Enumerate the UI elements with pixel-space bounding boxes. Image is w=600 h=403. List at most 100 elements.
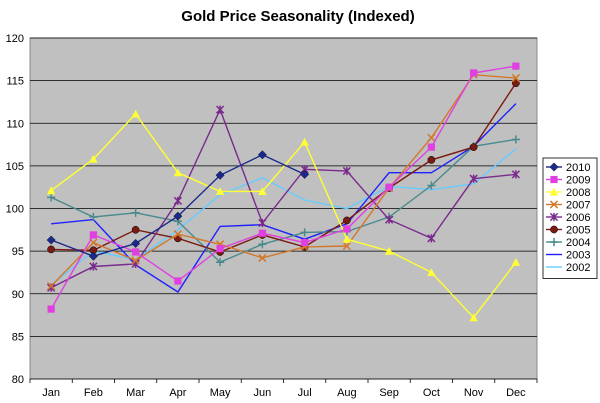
- y-tick-label: 90: [12, 289, 24, 301]
- x-tick-label: Mar: [126, 387, 145, 399]
- data-point-2008: [342, 234, 352, 243]
- data-point-2006: [511, 170, 521, 179]
- data-point-2009: [427, 143, 435, 151]
- data-point-2009: [174, 277, 182, 285]
- data-point-2009: [385, 183, 393, 191]
- legend-label: 2002: [566, 262, 590, 274]
- data-point-2006: [215, 105, 225, 114]
- data-point-2008: [46, 186, 56, 195]
- y-tick-label: 100: [6, 204, 24, 216]
- data-point-2009: [89, 231, 97, 239]
- data-point-2004: [131, 208, 140, 217]
- legend-marker: [549, 200, 559, 209]
- x-tick-label: May: [210, 387, 231, 399]
- x-tick-label: Dec: [506, 387, 526, 399]
- legend-label: 2004: [566, 237, 590, 249]
- data-point-2007: [46, 281, 56, 291]
- series-line-2009: [50, 65, 517, 310]
- legend-marker: [549, 237, 559, 247]
- legend-entry-2010: 2010: [546, 162, 590, 174]
- legend-entry-2009: 2009: [546, 175, 590, 187]
- legend-entry-2005: 2005: [546, 225, 590, 237]
- legend-label: 2007: [566, 200, 590, 212]
- series-2006: [46, 105, 521, 292]
- data-point-2010: [46, 235, 56, 245]
- data-point-2008: [300, 137, 309, 146]
- legend-marker: [550, 175, 558, 184]
- x-tick-label: Jul: [298, 387, 312, 399]
- data-point-2005: [512, 79, 520, 88]
- data-point-2006: [173, 196, 183, 205]
- data-point-2008: [469, 313, 478, 322]
- data-point-2004: [47, 193, 56, 202]
- y-tick-label: 115: [6, 76, 24, 88]
- data-point-2005: [427, 156, 436, 164]
- data-point-2006: [258, 218, 267, 228]
- data-point-2010: [88, 251, 98, 261]
- data-point-2009: [47, 305, 55, 313]
- series-line-2007: [50, 73, 516, 287]
- y-tick-label: 85: [12, 331, 24, 343]
- data-point-2005: [343, 216, 351, 225]
- legend-entry-2003: 2003: [546, 250, 590, 262]
- data-point-2008: [511, 258, 521, 266]
- x-tick-label: Jun: [254, 387, 272, 399]
- data-point-2007: [173, 229, 183, 239]
- data-point-2004: [258, 240, 267, 249]
- data-point-2004: [216, 258, 225, 267]
- series-2010: [46, 150, 310, 261]
- data-point-2007: [427, 133, 436, 142]
- x-tick-label: Jan: [42, 387, 60, 399]
- plot-area: 80 85 90 95 100 105 110 115 120 Jan Feb Mar Apr May Ju…: [6, 33, 538, 399]
- chart-title: Gold Price Seasonality (Indexed): [181, 8, 414, 25]
- legend-marker: [549, 187, 559, 196]
- x-tick-label: Feb: [84, 387, 103, 399]
- data-point-2006: [89, 262, 98, 271]
- data-point-2007: [511, 73, 521, 83]
- data-point-2008: [427, 268, 436, 277]
- legend-label: 2006: [566, 212, 590, 224]
- data-point-2009: [512, 62, 520, 70]
- data-point-2004: [89, 212, 98, 222]
- data-point-2009: [216, 244, 224, 253]
- y-tick-label: 80: [12, 374, 24, 386]
- x-tick-label: Nov: [464, 387, 484, 399]
- data-point-2006: [427, 234, 436, 243]
- legend-marker: [549, 162, 559, 172]
- data-point-2004: [511, 135, 520, 144]
- y-tick-label: 95: [12, 246, 24, 258]
- y-tick-label: 110: [6, 118, 24, 130]
- data-point-2007: [258, 253, 267, 263]
- legend-entry-2002: 2002: [546, 262, 590, 274]
- legend-label: 2008: [566, 187, 590, 199]
- data-point-2009: [258, 229, 266, 237]
- data-point-2010: [300, 169, 310, 179]
- legend-entry-2007: 2007: [546, 200, 590, 212]
- series-line-2005: [51, 82, 517, 253]
- data-point-2008: [173, 168, 183, 177]
- data-point-2006: [342, 166, 352, 176]
- data-point-2008: [89, 154, 98, 163]
- legend-marker: [550, 225, 558, 234]
- data-point-2009: [132, 248, 140, 256]
- data-point-2010: [257, 150, 267, 160]
- data-point-2005: [469, 143, 478, 151]
- legend-entry-2008: 2008: [546, 187, 590, 199]
- x-tick-label: Apr: [169, 387, 186, 399]
- data-point-2004: [427, 181, 436, 190]
- data-point-2009: [343, 225, 351, 233]
- data-point-2005: [131, 225, 140, 234]
- legend-entry-2004: 2004: [546, 237, 590, 249]
- data-point-2008: [215, 187, 225, 196]
- legend-marker: [549, 212, 559, 222]
- data-point-2009: [470, 69, 478, 77]
- legend-label: 2010: [566, 162, 590, 174]
- series-2008: [46, 109, 521, 322]
- data-point-2006: [384, 215, 394, 224]
- legend-label: 2005: [566, 225, 590, 237]
- data-point-2007: [131, 256, 140, 265]
- x-tick-label: Sep: [379, 387, 399, 399]
- data-point-2008: [384, 246, 394, 255]
